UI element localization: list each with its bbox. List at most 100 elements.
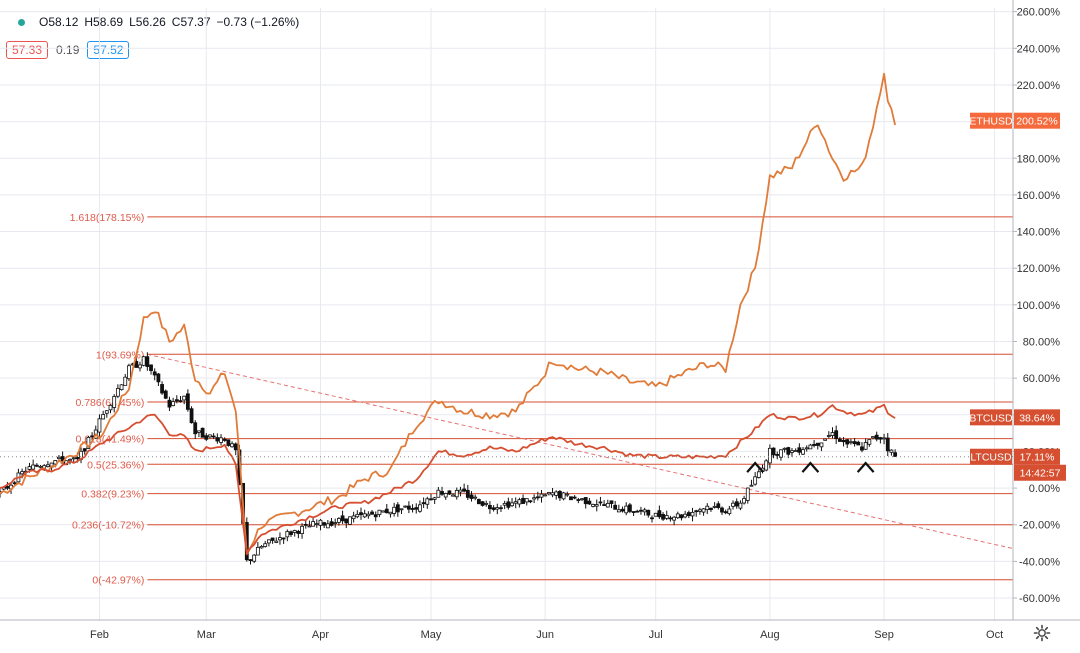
ltc-candle-body (664, 515, 669, 519)
ltc-candle-body (790, 450, 794, 453)
y-tick-label: -40.00% (1019, 556, 1060, 568)
ltc-candle-body (580, 498, 584, 501)
y-tick-label: 140.00% (1017, 227, 1061, 239)
ltc-candle-body (473, 496, 478, 499)
ltc-candle-body (539, 493, 544, 498)
ltc-candle-body (252, 554, 257, 562)
ltc-candle-body (75, 457, 80, 460)
ltc-candle-body (661, 513, 665, 520)
ltc-candle-body (20, 471, 25, 475)
fib-level-label: 0.786(64.45%) (75, 397, 144, 409)
ltc-candle-body (771, 447, 776, 456)
ltc-candle-body (598, 501, 603, 504)
ltc-candle-body (344, 518, 349, 524)
ltc-candle-body (550, 492, 555, 496)
ltc-candle-body (421, 502, 426, 505)
change-value: −0.73 (−1.26%) (216, 15, 300, 29)
ltc-candle-body (657, 510, 662, 518)
trendline-dashed (147, 353, 1014, 550)
series-line-ethusd (0, 72, 896, 554)
ltc-candle-body (797, 447, 802, 453)
close-value: 57.37 (180, 15, 211, 29)
ltc-candle-body (484, 502, 489, 505)
time-tag: 14:42:57 (1020, 468, 1061, 480)
high-value: 58.69 (93, 15, 124, 29)
ltc-candle-body (867, 439, 872, 445)
ltc-candle-body (668, 517, 673, 520)
close-label: C (171, 15, 181, 29)
y-tick-label: 60.00% (1023, 373, 1061, 385)
indicator-right-box[interactable]: 57.52 (87, 41, 130, 59)
ltc-candle-body (141, 356, 146, 366)
ltc-candle-body (432, 497, 437, 500)
ltc-candle-body (495, 507, 500, 510)
ltc-candle-body (782, 447, 787, 450)
ltc-candle-body (274, 540, 279, 543)
gear-icon[interactable] (1032, 623, 1052, 643)
y-tick-label: 240.00% (1017, 43, 1061, 55)
tag-ethusd-label: ETHUSD (969, 116, 1013, 128)
ltc-candle-body (259, 546, 264, 549)
caret-mark (746, 461, 764, 473)
ltc-candle-body (830, 432, 835, 436)
ltc-candle-body (285, 531, 290, 538)
ltc-candle-body (646, 509, 651, 516)
ltc-candle-body (801, 449, 805, 455)
ltc-candle-body (300, 525, 304, 535)
y-tick-label: 80.00% (1023, 336, 1061, 348)
ltc-candle-body (454, 490, 459, 498)
ltc-candle-body (263, 543, 268, 547)
ltc-candle-body (565, 493, 570, 496)
ltc-candle-body (624, 505, 629, 514)
ltc-candle-body (569, 496, 573, 501)
tag-btcusd-label-box (970, 409, 1012, 426)
ltc-candle-body (480, 501, 485, 506)
ltc-candle-body (119, 384, 124, 391)
ltc-candle-body (860, 446, 864, 451)
ltc-candle-body (82, 448, 87, 452)
ltc-candle-body (893, 452, 898, 457)
tag-ethusd-label-box (970, 112, 1012, 129)
tag-ethusd-value: 200.52% (1016, 116, 1057, 128)
ltc-candle-body (727, 508, 732, 515)
ltc-candle-body (281, 537, 286, 540)
ltc-candle-body (311, 521, 316, 527)
ltc-candle-body (414, 507, 419, 510)
ltc-candle-body (160, 384, 164, 394)
ltc-candle-body (436, 489, 441, 498)
ltc-candle-body (524, 498, 529, 503)
ltc-candle-body (521, 497, 525, 504)
ltc-candle-body (845, 439, 850, 445)
ltc-candle-body (510, 502, 514, 507)
ltc-candle-body (679, 514, 684, 519)
indicator-left-box[interactable]: 57.33 (6, 41, 49, 59)
ltc-candle-body (86, 437, 91, 449)
open-value: 58.12 (48, 15, 79, 29)
y-tick-label: 160.00% (1017, 190, 1061, 202)
ltc-candle-body (5, 485, 10, 489)
ltc-candle-body (863, 442, 868, 450)
y-tick-label: 100.00% (1017, 300, 1061, 312)
ltc-candle-body (712, 505, 717, 508)
indicator-mid-value: 0.19 (56, 43, 80, 57)
ltc-candle-body (605, 502, 610, 508)
status-dot (18, 18, 25, 26)
ltc-candle-body (145, 356, 150, 367)
ltc-candle-body (197, 430, 201, 433)
ltc-candle-body (808, 444, 813, 450)
ltc-candles (0, 352, 898, 565)
annotation-marks (746, 461, 875, 473)
ltc-candle-body (499, 507, 503, 510)
ltc-candle-body (57, 456, 61, 460)
ltc-candle-body (303, 523, 308, 526)
ltc-candle-body (138, 364, 142, 369)
ltc-candle-body (127, 365, 131, 380)
ltc-candle-body (642, 509, 647, 513)
ltc-candle-body (532, 497, 537, 500)
ltc-candle-body (178, 400, 183, 403)
ltc-candle-body (289, 531, 293, 535)
ltc-candle-body (97, 418, 102, 433)
ltc-candle-body (465, 489, 470, 498)
ltc-candle-body (278, 537, 282, 541)
